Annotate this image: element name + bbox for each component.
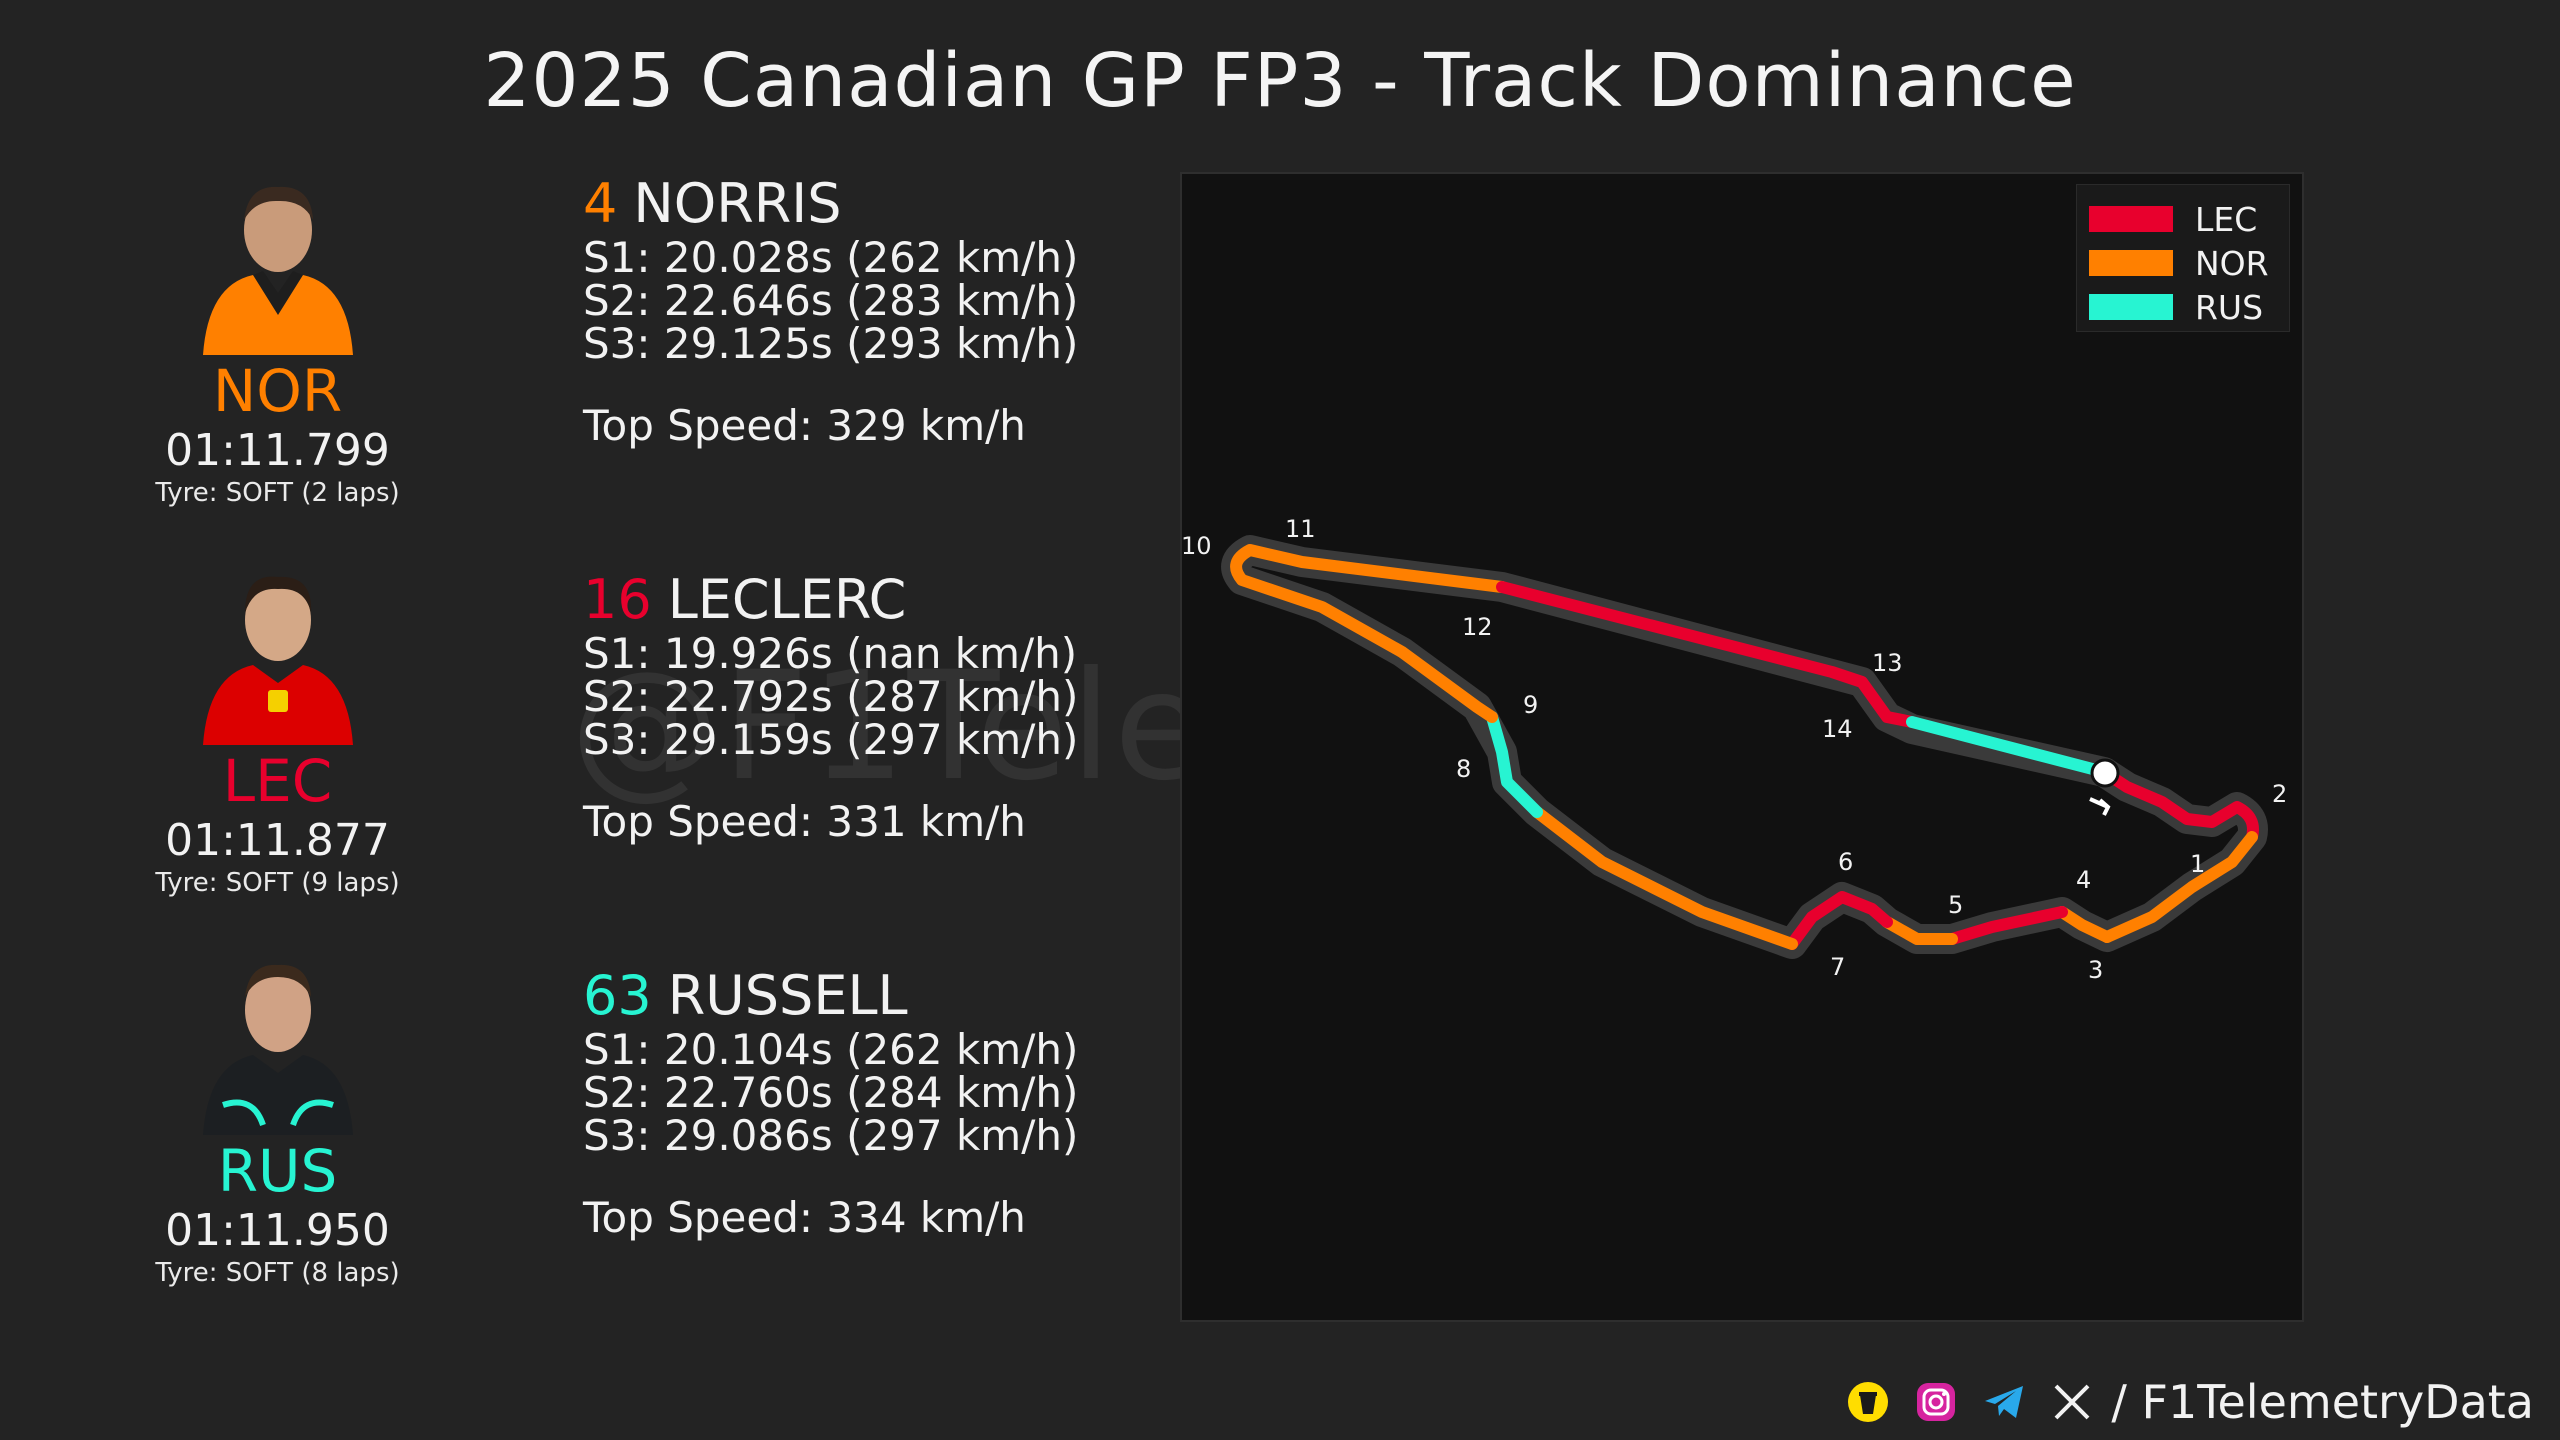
driver-card-lec: LEC 01:11.877 Tyre: SOFT (9 laps) (100, 565, 455, 899)
track-outline (1221, 535, 2268, 959)
track-segment-rus (1906, 716, 2110, 778)
driver-portrait-icon (202, 576, 353, 745)
corner-label: 6 (1838, 848, 1853, 876)
driver-laptime: 01:11.950 (165, 1205, 390, 1256)
telegram-icon[interactable] (1983, 1381, 2025, 1423)
corner-label: 12 (1462, 613, 1493, 641)
legend-label: NOR (2195, 243, 2269, 283)
track-segment-nor (2056, 906, 2113, 943)
driver-code: RUS (217, 1137, 338, 1205)
instagram-icon[interactable] (1915, 1381, 1957, 1423)
corner-label: 8 (1456, 755, 1471, 783)
legend-swatch (2089, 206, 2173, 232)
legend-item-lec: LEC (2089, 197, 2289, 241)
driver-heading: 4 NORRIS (583, 172, 1143, 236)
legend-label: LEC (2195, 199, 2258, 239)
driver-portrait-icon (202, 186, 353, 355)
start-finish-marker-icon (2090, 758, 2120, 788)
coffee-cup-icon[interactable] (1847, 1381, 1889, 1423)
sector-3-time: S3: 29.086s (297 km/h) (583, 1111, 1079, 1160)
driver-name: LECLERC (667, 568, 907, 631)
corner-label: 5 (1948, 891, 1963, 919)
sector-2-time: S2: 22.760s (284 km/h) (583, 1068, 1079, 1117)
sector-2-time: S2: 22.646s (283 km/h) (583, 276, 1079, 325)
driver-code: LEC (222, 747, 333, 815)
track-map: 1 2 3 4 5 6 7 8 9 10 11 12 13 14 (1182, 515, 2287, 984)
sector-3-time: S3: 29.125s (293 km/h) (583, 319, 1079, 368)
track-map-panel: 1 2 3 4 5 6 7 8 9 10 11 12 13 14 (1180, 172, 2304, 1322)
legend: LEC NOR RUS (2076, 184, 2290, 332)
driver-name: NORRIS (633, 172, 842, 235)
corner-label: 13 (1872, 649, 1903, 677)
track-segment-nor (2101, 831, 2258, 943)
driver-heading: 63 RUSSELL (583, 964, 1143, 1028)
track-segment-nor (1881, 916, 1958, 945)
corner-label: 1 (2190, 850, 2205, 878)
track-segment-nor (1531, 806, 1798, 950)
footer: / F1TelemetryData (1847, 1372, 2534, 1432)
legend-swatch (2089, 294, 2173, 320)
legend-swatch (2089, 250, 2173, 276)
driver-heading: 16 LECLERC (583, 568, 1143, 632)
track-segment-rus (1486, 711, 1543, 818)
corner-label: 7 (1830, 953, 1845, 981)
track-segment-lec (1946, 906, 2068, 945)
driver-laptime: 01:11.877 (165, 815, 390, 866)
sector-1-time: S1: 20.104s (262 km/h) (583, 1025, 1079, 1074)
sector-block-russell: 63 RUSSELL S1: 20.104s (262 km/h) S2: 22.… (583, 964, 1143, 1243)
corner-label: 4 (2076, 866, 2091, 894)
x-logo-icon[interactable] (2051, 1381, 2093, 1423)
track-segment-lec (2098, 766, 2259, 843)
direction-arrow-icon (2089, 797, 2111, 816)
sector-3-time: S3: 29.159s (297 km/h) (583, 715, 1079, 764)
corner-label: 3 (2088, 956, 2103, 984)
sector-2-time: S2: 22.792s (287 km/h) (583, 672, 1079, 721)
driver-card-nor: NOR 01:11.799 Tyre: SOFT (2 laps) (100, 175, 455, 509)
driver-number: 16 (583, 568, 652, 631)
legend-item-nor: NOR (2089, 241, 2289, 285)
driver-laptime: 01:11.799 (165, 425, 390, 476)
driver-portrait-icon (202, 964, 353, 1135)
corner-label: 11 (1285, 515, 1316, 543)
sector-block-leclerc: 16 LECLERC S1: 19.926s (nan km/h) S2: 22.… (583, 568, 1143, 847)
corner-label: 2 (2272, 780, 2287, 808)
sector-1-time: S1: 20.028s (262 km/h) (583, 233, 1079, 282)
corner-label: 10 (1182, 532, 1212, 560)
driver-number: 4 (583, 172, 618, 235)
driver-number: 63 (583, 964, 652, 1027)
driver-tyre: Tyre: SOFT (8 laps) (155, 1258, 400, 1288)
legend-label: RUS (2195, 287, 2264, 327)
top-speed: Top Speed: 331 km/h (583, 797, 1026, 846)
track-segment-lec (1786, 891, 1893, 950)
driver-card-rus: RUS 01:11.950 Tyre: SOFT (8 laps) (100, 955, 455, 1289)
track-segment-nor (1230, 544, 1508, 723)
social-handle[interactable]: / F1TelemetryData (2111, 1375, 2534, 1429)
sector-block-norris: 4 NORRIS S1: 20.028s (262 km/h) S2: 22.64… (583, 172, 1143, 451)
driver-tyre: Tyre: SOFT (2 laps) (155, 478, 400, 508)
sector-1-time: S1: 19.926s (nan km/h) (583, 629, 1078, 678)
driver-tyre: Tyre: SOFT (9 laps) (155, 868, 400, 898)
top-speed: Top Speed: 329 km/h (583, 401, 1026, 450)
page-title: 2025 Canadian GP FP3 - Track Dominance (483, 38, 2077, 124)
top-speed: Top Speed: 334 km/h (583, 1193, 1026, 1242)
legend-item-rus: RUS (2089, 285, 2289, 329)
corner-label: 9 (1523, 691, 1538, 719)
driver-code: NOR (212, 357, 343, 425)
driver-name: RUSSELL (667, 964, 908, 1027)
track-segment-lec (1496, 581, 1918, 728)
corner-label: 14 (1822, 715, 1853, 743)
